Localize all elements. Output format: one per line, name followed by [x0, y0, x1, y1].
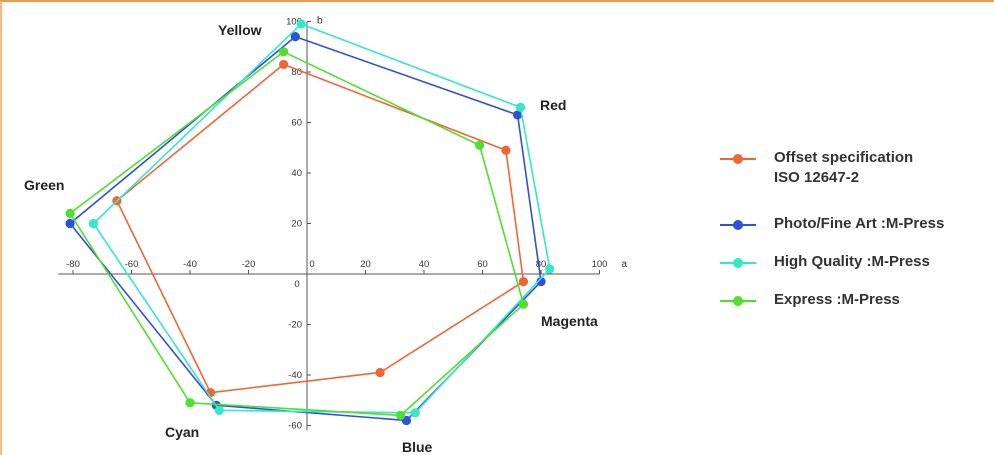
vertex-label-yellow: Yellow [218, 22, 262, 38]
x-axis-label: a [622, 259, 628, 270]
series-3 [88, 19, 555, 418]
legend-item: Photo/Fine Art :M-Press [720, 214, 985, 252]
y-tick-label: 40 [291, 168, 302, 179]
series-line [69, 50, 525, 417]
x-tick-label: -40 [183, 259, 197, 270]
series-line [69, 35, 542, 422]
legend: Offset specification ISO 12647-2 Photo/Fi… [720, 148, 985, 328]
vertex-label-blue: Blue [402, 439, 433, 455]
legend-swatch [720, 219, 756, 231]
legend-label: Express :M-Press [774, 291, 900, 308]
data-point-red [513, 110, 523, 120]
series-line [116, 63, 525, 394]
y-tick-label: -60 [288, 421, 302, 432]
x-tick-label: 20 [360, 259, 371, 270]
y-tick-label: -40 [288, 370, 302, 381]
x-tick-label: 80 [536, 259, 547, 270]
x-tick-label: -20 [242, 259, 256, 270]
legend-item: Express :M-Press [720, 290, 985, 328]
x-tick-label: -80 [66, 259, 80, 270]
y-tick-label: -20 [288, 320, 302, 331]
data-point-yellow [290, 32, 300, 42]
data-point-yellow [279, 47, 289, 57]
data-point-red [474, 140, 485, 150]
series-1 [112, 59, 529, 398]
legend-swatch [720, 295, 756, 307]
legend-label: Photo/Fine Art :M-Press [774, 215, 945, 232]
series-line [92, 23, 551, 414]
data-point-red [515, 102, 526, 112]
x-tick-label: 0 [309, 259, 314, 270]
data-point-blue [375, 367, 385, 378]
data-point-blue [410, 408, 420, 418]
vertex-label-magenta: Magenta [541, 313, 598, 329]
y-tick-label: 80 [291, 67, 302, 78]
y-tick-label: 20 [291, 219, 302, 230]
data-point-magenta [545, 264, 555, 274]
vertex-label-red: Red [540, 97, 566, 113]
legend-swatch [720, 153, 756, 165]
axes: -80 -60 -40 -20 0 20 40 60 80 100 -60 -40 -20 0 20 40 60… [58, 16, 628, 432]
vertex-labels: Yellow Red Magenta Blue Cyan Green [24, 22, 598, 455]
legend-label: High Quality :M-Press [774, 253, 930, 270]
data-point-red [501, 145, 511, 155]
vertex-label-green: Green [24, 177, 64, 193]
data-point-yellow [279, 59, 289, 70]
data-point-yellow [296, 19, 306, 29]
data-point-magenta [518, 299, 529, 309]
series-4 [65, 47, 529, 420]
data-point-cyan [214, 405, 224, 415]
series-2 [65, 32, 546, 426]
data-point-green [65, 218, 75, 229]
x-tick-label: -60 [125, 259, 139, 270]
y-tick-label: 60 [291, 118, 302, 129]
legend-item: High Quality :M-Press [720, 252, 985, 290]
data-point-blue [396, 410, 406, 420]
legend-item: Offset specification ISO 12647-2 [720, 148, 985, 214]
x-tick-label: 40 [419, 259, 430, 270]
x-tick-label: 60 [477, 259, 488, 270]
data-point-green [88, 218, 99, 229]
data-point-green [65, 208, 75, 218]
data-point-cyan [185, 398, 195, 408]
y-tick-label: 0 [294, 279, 299, 290]
vertex-label-cyan: Cyan [165, 424, 199, 440]
data-point-magenta [518, 276, 529, 287]
legend-label: Offset specification ISO 12647-2 [774, 149, 914, 186]
data-point-magenta [536, 276, 546, 287]
legend-swatch [720, 257, 756, 269]
y-tick-label: 100 [286, 17, 302, 28]
x-tick-label: 100 [592, 259, 608, 270]
y-axis-label: b [317, 16, 323, 27]
series-layer [65, 19, 555, 426]
